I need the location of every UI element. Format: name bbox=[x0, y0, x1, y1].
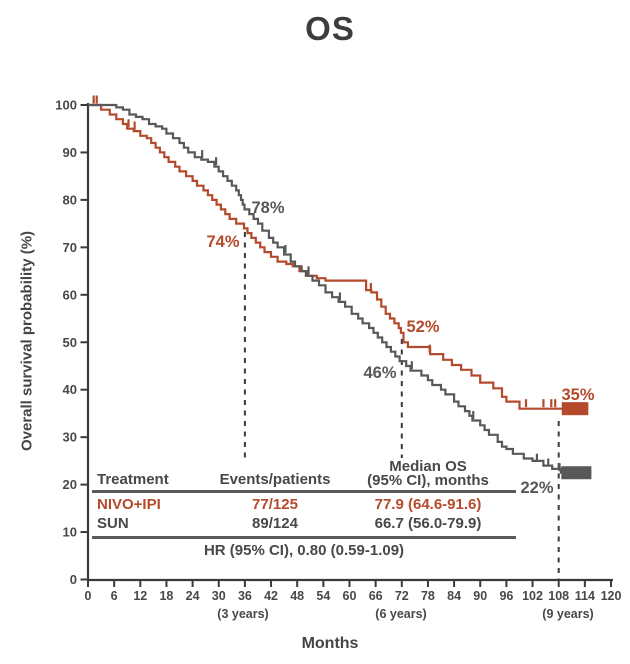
hazard-ratio-footer: HR (95% CI), 0.80 (0.59-1.09) bbox=[203, 542, 405, 559]
figure-title: OS bbox=[305, 10, 355, 47]
x-tick-label: 48 bbox=[290, 589, 304, 603]
x-tick-label: 60 bbox=[343, 589, 357, 603]
y-tick-label: 30 bbox=[63, 430, 77, 445]
col-header-treatment: Treatment bbox=[97, 471, 169, 488]
x-tick-label: 12 bbox=[133, 589, 147, 603]
x-tick-label: 6 bbox=[111, 589, 118, 603]
x-tick-label: 30 bbox=[212, 589, 226, 603]
x-tick-year-label: (6 years) bbox=[375, 607, 426, 621]
y-tick-label: 90 bbox=[63, 145, 77, 160]
y-tick-label: 20 bbox=[63, 477, 77, 492]
treatment-cell: NIVO+IPI bbox=[97, 496, 161, 513]
survival-rate-label-nivo-ipi: 74% bbox=[206, 233, 239, 251]
median-cell: 66.7 (56.0-79.9) bbox=[374, 515, 482, 532]
x-tick-label: 84 bbox=[447, 589, 461, 603]
x-tick-label: 102 bbox=[522, 589, 543, 603]
x-tick-year-label: (9 years) bbox=[542, 607, 593, 621]
treatment-cell: SUN bbox=[97, 515, 129, 532]
survival-rate-label-sun: 46% bbox=[363, 364, 396, 382]
median-cell: 77.9 (64.6-91.6) bbox=[374, 496, 482, 513]
col-header-median-os-line2: (95% CI), months bbox=[367, 472, 489, 489]
y-tick-label: 0 bbox=[70, 572, 77, 587]
x-tick-label: 42 bbox=[264, 589, 278, 603]
survival-rate-label-sun: 78% bbox=[251, 199, 284, 217]
x-tick-label: 18 bbox=[159, 589, 173, 603]
x-tick-label: 54 bbox=[316, 589, 330, 603]
survival-rate-label-sun: 22% bbox=[520, 479, 553, 497]
events-cell: 77/125 bbox=[252, 496, 298, 513]
x-tick-label: 96 bbox=[499, 589, 513, 603]
table-row-sun: SUN 89/124 66.7 (56.0-79.9) bbox=[92, 514, 516, 533]
table-row-nivo-ipi: NIVO+IPI 77/125 77.9 (64.6-91.6) bbox=[92, 495, 516, 514]
x-tick-label: 0 bbox=[85, 589, 92, 603]
x-tick-label: 120 bbox=[601, 589, 622, 603]
results-table-header: Treatment Events/patients Median OS (95%… bbox=[92, 458, 516, 493]
y-tick-label: 60 bbox=[63, 287, 77, 302]
x-tick-label: 66 bbox=[369, 589, 383, 603]
survival-rate-label-nivo-ipi: 52% bbox=[406, 318, 439, 336]
events-cell: 89/124 bbox=[252, 515, 298, 532]
col-header-median-os-line1: Median OS bbox=[389, 458, 467, 475]
x-tick-label: 90 bbox=[473, 589, 487, 603]
y-tick-label: 10 bbox=[63, 525, 77, 540]
survival-curve-nivo-ipi bbox=[88, 103, 589, 410]
results-table-rows: NIVO+IPI 77/125 77.9 (64.6-91.6) SUN 89/… bbox=[92, 493, 516, 539]
y-tick-label: 70 bbox=[63, 240, 77, 255]
x-tick-year-label: (3 years) bbox=[217, 607, 268, 621]
x-tick-label: 24 bbox=[186, 589, 200, 603]
x-tick-label: 114 bbox=[575, 589, 595, 603]
x-tick-label: 72 bbox=[395, 589, 409, 603]
col-header-events-patients: Events/patients bbox=[219, 471, 331, 488]
x-tick-label: 36 bbox=[238, 589, 252, 603]
y-tick-label: 50 bbox=[63, 335, 77, 350]
survival-curve-sun bbox=[88, 103, 592, 474]
x-tick-label: 78 bbox=[421, 589, 435, 603]
x-tick-label: 108 bbox=[548, 589, 569, 603]
y-tick-label: 40 bbox=[63, 382, 77, 397]
col-header-median-os: Median OS (95% CI), months bbox=[340, 458, 516, 489]
survival-rate-label-nivo-ipi: 35% bbox=[561, 386, 594, 404]
y-tick-label: 100 bbox=[55, 98, 77, 113]
x-axis-title: Months bbox=[301, 635, 359, 652]
results-table: Treatment Events/patients Median OS (95%… bbox=[92, 458, 516, 559]
censor-cluster-sun bbox=[561, 466, 592, 480]
censor-cluster-nivo-ipi bbox=[561, 402, 589, 416]
y-tick-label: 80 bbox=[63, 192, 77, 207]
